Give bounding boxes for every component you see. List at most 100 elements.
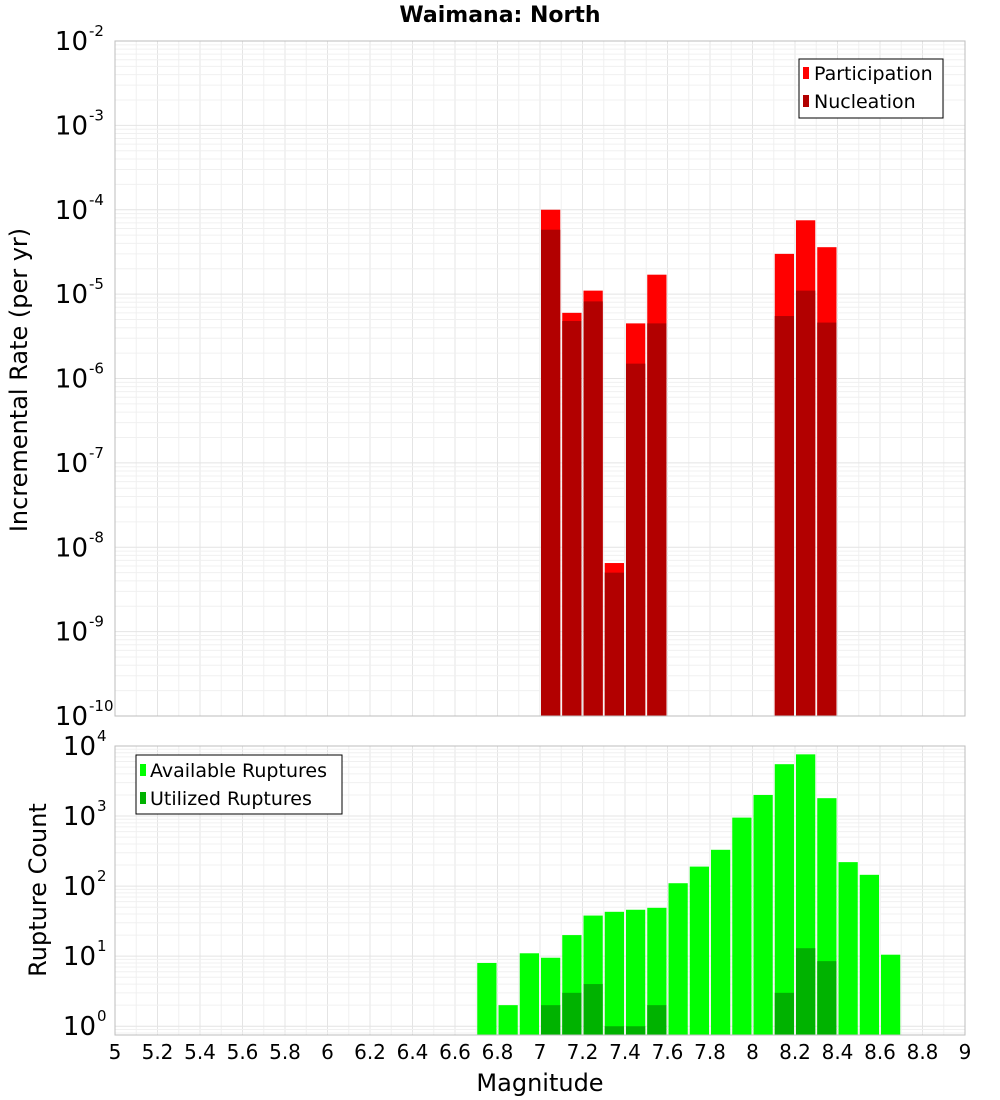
y-tick-exponent: -2 — [89, 22, 104, 40]
bar-utilized-ruptures — [541, 1005, 561, 1035]
bar-available-ruptures — [498, 1005, 518, 1035]
bar-nucleation — [604, 572, 624, 716]
y-tick-exponent: -8 — [89, 528, 104, 546]
x-tick-label: 7.6 — [652, 1040, 684, 1064]
rate-panel-bars — [541, 209, 837, 717]
x-tick-label: 6.4 — [397, 1040, 429, 1064]
bar-available-ruptures — [838, 862, 858, 1035]
x-tick-label: 6.8 — [482, 1040, 514, 1064]
y-tick-base: 10 — [55, 280, 88, 310]
y-tick-label: 10 -6 — [55, 360, 104, 395]
x-tick-label: 7 — [534, 1040, 547, 1064]
y-tick-base: 10 — [55, 27, 88, 57]
x-tick-label: 6.2 — [354, 1040, 386, 1064]
y-tick-label: 10 4 — [63, 727, 107, 762]
bar-available-ruptures — [519, 953, 539, 1035]
y-tick-base: 10 — [55, 111, 88, 141]
x-tick-label: 9 — [959, 1040, 972, 1064]
bar-nucleation — [647, 323, 667, 716]
y-tick-exponent: -10 — [89, 697, 114, 715]
bar-available-ruptures — [668, 883, 688, 1035]
rupture-count-legend: Available Ruptures Utilized Ruptures — [135, 754, 343, 815]
bar-nucleation — [796, 290, 816, 716]
y-tick-exponent: 0 — [97, 1007, 107, 1025]
bar-utilized-ruptures — [626, 1026, 646, 1035]
bar-available-ruptures — [647, 907, 667, 1035]
y-tick-base: 10 — [63, 942, 96, 972]
y-tick-base: 10 — [63, 732, 96, 762]
x-tick-label: 5.2 — [142, 1040, 174, 1064]
y-tick-exponent: -6 — [89, 360, 104, 378]
y-tick-label: 10 -8 — [55, 528, 104, 563]
x-tick-label: 8.6 — [864, 1040, 896, 1064]
y-tick-exponent: -3 — [89, 106, 104, 124]
bar-utilized-ruptures — [774, 992, 794, 1035]
bar-utilized-ruptures — [583, 984, 603, 1035]
legend-label-nucleation: Nucleation — [814, 91, 916, 113]
y-tick-base: 10 — [55, 196, 88, 226]
x-tick-label: 6 — [321, 1040, 334, 1064]
bar-available-ruptures — [689, 866, 709, 1035]
legend-label-utilized: Utilized Ruptures — [150, 788, 312, 810]
y-tick-label: 10 -2 — [55, 22, 104, 57]
bar-available-ruptures — [859, 874, 879, 1035]
y-tick-label: 10 -10 — [55, 697, 114, 732]
bar-nucleation — [583, 301, 603, 716]
y-tick-exponent: 4 — [97, 727, 107, 745]
rupture-count-y-axis-label: Rupture Count — [24, 803, 52, 977]
x-tick-label: 7.2 — [567, 1040, 599, 1064]
x-tick-label: 7.8 — [694, 1040, 726, 1064]
x-axis-tick-labels: 5 5.2 5.4 5.6 5.8 6 6.2 6.4 6.6 6.8 7 7.2 7.4 7.6 7.8 8… — [109, 1040, 972, 1064]
y-tick-exponent: 2 — [97, 867, 107, 885]
y-tick-exponent: -7 — [89, 444, 104, 462]
y-tick-exponent: -4 — [89, 191, 104, 209]
y-tick-label: 10 -9 — [55, 613, 104, 648]
bar-available-ruptures — [604, 911, 624, 1035]
bar-available-ruptures — [626, 909, 646, 1035]
legend-swatch-available — [140, 764, 146, 776]
y-tick-base: 10 — [55, 533, 88, 563]
chart-title: Waimana: North — [399, 3, 600, 28]
bar-utilized-ruptures — [817, 961, 837, 1035]
legend-swatch-nucleation — [803, 95, 809, 107]
x-tick-label: 7.4 — [609, 1040, 641, 1064]
y-tick-exponent: -9 — [89, 613, 104, 631]
x-tick-label: 8 — [746, 1040, 759, 1064]
x-tick-label: 5.6 — [227, 1040, 259, 1064]
rate-panel-y-axis-label: Incremental Rate (per yr) — [5, 228, 33, 532]
x-tick-label: 5.8 — [269, 1040, 301, 1064]
y-tick-base: 10 — [55, 702, 88, 732]
x-tick-label: 8.8 — [907, 1040, 939, 1064]
y-tick-exponent: 3 — [97, 797, 107, 815]
y-tick-label: 10 -7 — [55, 444, 104, 479]
bar-nucleation — [774, 316, 794, 716]
rupture-count-panel-bars — [477, 754, 901, 1035]
x-tick-label: 5 — [109, 1040, 122, 1064]
bar-available-ruptures — [477, 962, 497, 1035]
rate-panel-legend: Participation Nucleation — [798, 58, 944, 119]
y-tick-label: 10 1 — [63, 937, 107, 972]
bar-nucleation — [562, 321, 582, 716]
x-tick-label: 5.4 — [184, 1040, 216, 1064]
bar-utilized-ruptures — [647, 1005, 667, 1035]
y-tick-exponent: -5 — [89, 275, 104, 293]
rate-panel-grid — [114, 40, 966, 717]
y-tick-label: 10 -5 — [55, 275, 104, 310]
legend-label-participation: Participation — [814, 63, 933, 85]
bar-nucleation — [626, 363, 646, 716]
rupture-count-panel-frame — [114, 745, 966, 1036]
y-tick-base: 10 — [55, 365, 88, 395]
bar-utilized-ruptures — [562, 992, 582, 1035]
bar-available-ruptures — [774, 764, 794, 1035]
y-tick-label: 10 -4 — [55, 191, 104, 226]
x-tick-label: 8.2 — [779, 1040, 811, 1064]
x-axis-label: Magnitude — [476, 1069, 603, 1097]
legend-swatch-participation — [803, 67, 809, 79]
y-tick-label: 10 2 — [63, 867, 107, 902]
y-tick-base: 10 — [55, 618, 88, 648]
